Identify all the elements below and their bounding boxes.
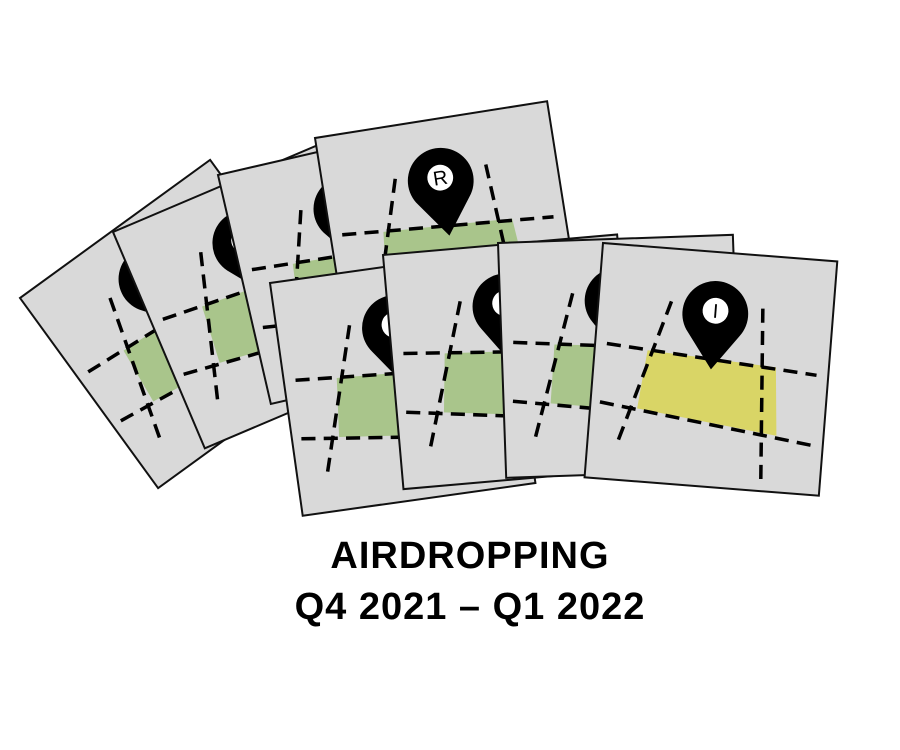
map-road-dashed-line <box>87 258 270 374</box>
title-line-date-range: Q4 2021 – Q1 2022 <box>294 586 646 628</box>
title-line-airdropping: AIRDROPPING <box>330 535 610 577</box>
map-road-dashed-line <box>614 300 674 446</box>
location-pin-icon: I <box>682 281 749 370</box>
map-region-yellow <box>637 350 777 436</box>
pin-letter-label: R <box>432 167 450 191</box>
map-road-dashed-line <box>532 292 575 443</box>
map-road-dashed-line <box>325 324 352 477</box>
pin-letter-label: I <box>712 301 719 323</box>
location-pin-icon: R <box>407 147 474 236</box>
map-road-dashed-line <box>427 300 462 452</box>
map-road-dashed-line <box>758 308 765 486</box>
map-road-dashed-line <box>342 215 554 237</box>
map-road-dashed-line <box>599 400 814 448</box>
map-card-fan-right-4: I <box>583 241 839 497</box>
map-road-dashed-line <box>108 297 163 443</box>
map-road-dashed-line <box>606 341 817 378</box>
map-road-dashed-line <box>251 235 462 272</box>
map-road-dashed-line <box>162 249 365 322</box>
map-road-dashed-line <box>198 252 220 405</box>
map-road-dashed-line <box>403 348 616 356</box>
map-road-dashed-line <box>295 364 508 383</box>
map-road-dashed-line <box>513 340 726 353</box>
